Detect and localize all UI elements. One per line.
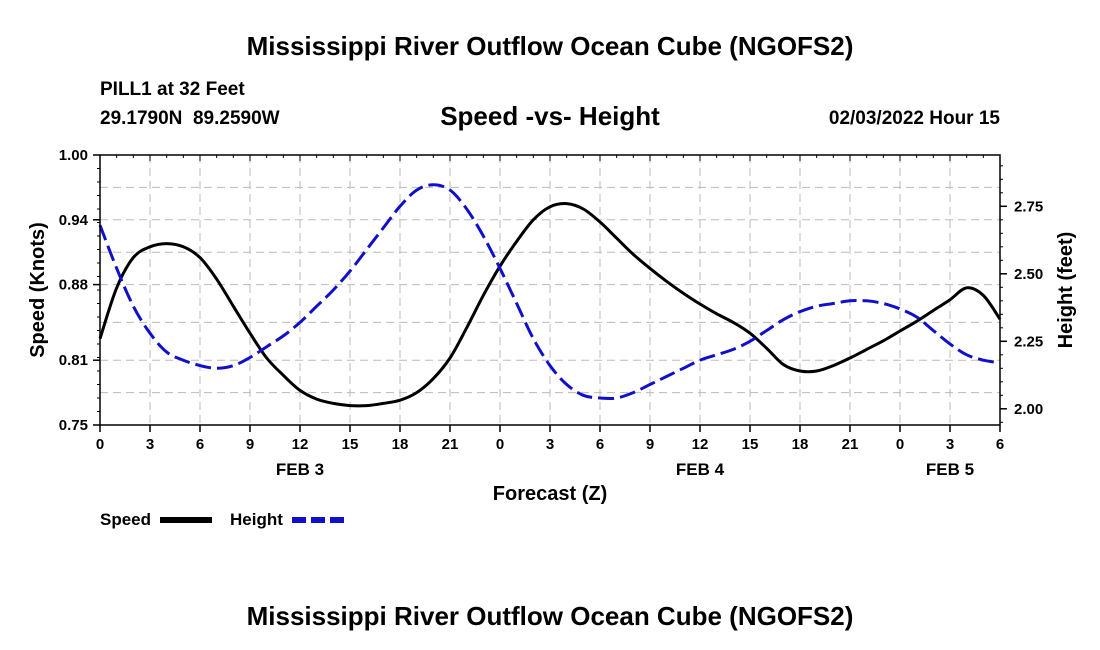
series-line-height [98, 183, 1001, 401]
date-label: FEB 5 [926, 460, 974, 479]
legend-height-label: Height [230, 510, 283, 529]
grid [100, 155, 1000, 425]
date-label: FEB 3 [276, 460, 324, 479]
axes: 0 3 6 9 12 15 18 21 0 3 6 9 12 15 18 21 0 3 6 FEB 3 FEB 4 FEB… [59, 147, 1043, 479]
x-tick-label: 6 [596, 436, 604, 453]
x-tick-label: 15 [342, 436, 359, 453]
y-right-tick-label: 2.75 [1014, 198, 1043, 215]
x-tick-label: 12 [692, 436, 709, 453]
x-tick-label: 12 [292, 436, 309, 453]
footer-title: Mississippi River Outflow Ocean Cube (NG… [247, 601, 854, 631]
legend: Speed Height [100, 510, 344, 529]
x-tick-label: 15 [742, 436, 759, 453]
y-right-tick-label: 2.50 [1014, 266, 1043, 283]
datetime-label: 02/03/2022 Hour 15 [829, 108, 1001, 129]
y-left-tick-label: 1.00 [59, 147, 88, 164]
x-tick-label: 9 [646, 436, 654, 453]
y-left-tick-label: 0.75 [59, 417, 88, 434]
x-tick-label: 3 [546, 436, 554, 453]
x-tick-label: 0 [896, 436, 904, 453]
x-tick-label: 18 [392, 436, 409, 453]
series-layer [98, 183, 1002, 408]
y-axis-right-label: Height (feet) [1055, 232, 1077, 349]
x-tick-label: 21 [842, 436, 859, 453]
coordinates-label: 29.1790N 89.2590W [100, 108, 280, 129]
x-tick-label: 9 [246, 436, 254, 453]
x-tick-label: 18 [792, 436, 809, 453]
y-left-tick-label: 0.81 [59, 352, 88, 369]
y-left-tick-label: 0.94 [59, 212, 89, 229]
y-left-tick-label: 0.88 [59, 277, 88, 294]
x-tick-label: 3 [146, 436, 154, 453]
station-label: PILL1 at 32 Feet [100, 79, 245, 100]
x-tick-label: 0 [496, 436, 504, 453]
chart-subtitle: Speed -vs- Height [440, 101, 660, 131]
x-tick-label: 0 [96, 436, 104, 453]
y-axis-left-label: Speed (Knots) [27, 222, 49, 358]
date-label: FEB 4 [676, 460, 725, 479]
x-tick-label: 3 [946, 436, 954, 453]
x-axis-label: Forecast (Z) [493, 483, 607, 505]
x-tick-label: 6 [196, 436, 204, 453]
series-line-speed [98, 202, 1002, 408]
x-tick-label: 21 [442, 436, 459, 453]
chart-title: Mississippi River Outflow Ocean Cube (NG… [247, 31, 854, 61]
legend-speed-label: Speed [100, 510, 151, 529]
y-right-tick-label: 2.25 [1014, 333, 1043, 350]
x-tick-label: 6 [996, 436, 1004, 453]
y-right-tick-label: 2.00 [1014, 401, 1043, 418]
